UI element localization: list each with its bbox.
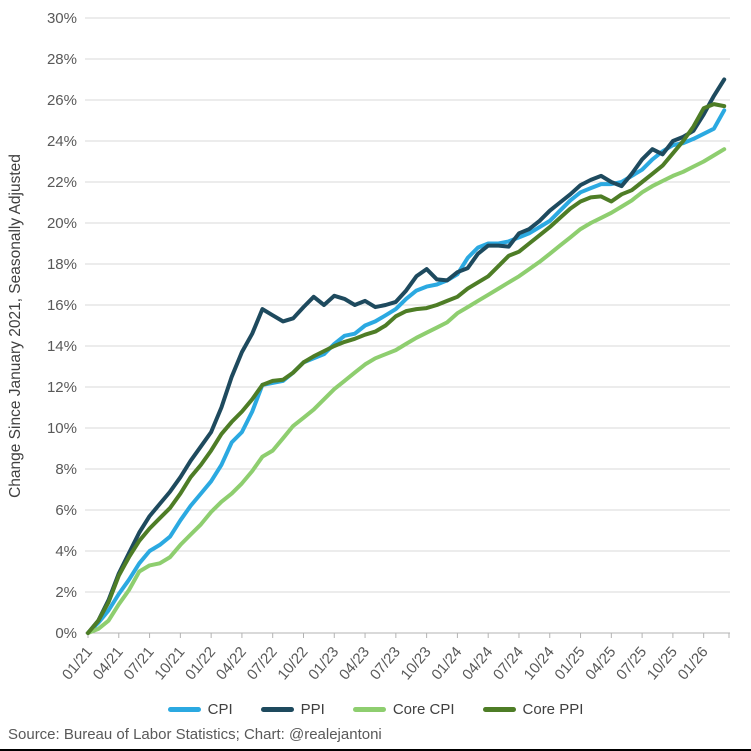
y-tick-label: 26% [47, 92, 77, 109]
x-tick-label: 04/25 [582, 644, 619, 684]
y-tick-label: 30% [47, 10, 77, 27]
y-tick-label: 2% [55, 584, 77, 601]
legend-swatch [167, 707, 201, 712]
legend-item-ppi: PPI [260, 701, 325, 718]
legend-swatch [482, 707, 516, 712]
y-tick-label: 24% [47, 133, 77, 150]
x-tick-label: 10/21 [151, 644, 188, 684]
legend-swatch [260, 707, 294, 712]
y-tick-label: 4% [55, 543, 77, 560]
y-tick-label: 28% [47, 51, 77, 68]
legend-item-core-ppi: Core PPI [482, 701, 584, 718]
source-note: Source: Bureau of Labor Statistics; Char… [8, 726, 382, 743]
y-tick-label: 20% [47, 215, 77, 232]
y-axis-title: Change Since January 2021, Seasonally Ad… [7, 154, 24, 498]
legend-item-cpi: CPI [167, 701, 233, 718]
bottom-border [0, 749, 751, 751]
series-line-core-ppi [86, 102, 727, 635]
series-line-cpi [86, 108, 727, 635]
legend-item-core-cpi: Core CPI [352, 701, 455, 718]
x-tick-label: 07/23 [367, 644, 404, 684]
y-tick-label: 14% [47, 338, 77, 355]
legend-label: CPI [207, 701, 233, 718]
y-tick-label: 10% [47, 420, 77, 437]
x-tick-label: 07/25 [613, 644, 650, 684]
x-tick-label: 04/22 [213, 644, 250, 684]
x-tick-label: 10/25 [644, 644, 681, 684]
y-tick-label: 22% [47, 174, 77, 191]
legend-swatch [352, 707, 386, 712]
y-tick-label: 18% [47, 256, 77, 273]
y-tick-label: 8% [55, 461, 77, 478]
x-tick-label: 07/22 [244, 644, 281, 684]
x-tick-label: 10/24 [521, 644, 558, 684]
x-tick-label: 01/25 [551, 644, 588, 684]
y-tick-label: 16% [47, 297, 77, 314]
x-tick-label: 01/24 [428, 644, 465, 684]
y-tick-label: 0% [55, 625, 77, 642]
y-tick-label: 12% [47, 379, 77, 396]
x-tick-label: 01/21 [59, 644, 96, 684]
x-tick-label: 07/24 [490, 644, 527, 684]
legend-label: Core PPI [522, 701, 584, 718]
y-tick-label: 6% [55, 502, 77, 519]
x-tick-label: 04/23 [336, 644, 373, 684]
series-line-ppi [86, 77, 727, 635]
x-tick-label: 04/24 [459, 644, 496, 684]
legend-label: Core CPI [392, 701, 455, 718]
line-chart: 0% 2% 4% 6% 8% 10% 12% 14% 16% 18% 20% 22% 24% 26% 28%… [47, 10, 730, 684]
x-tick-label: 04/21 [90, 644, 127, 684]
legend: CPI PPI Core CPI Core PPI [0, 701, 751, 718]
x-tick-label: 01/23 [305, 644, 342, 684]
legend-label: PPI [300, 701, 325, 718]
x-tick-label: 07/21 [120, 644, 157, 684]
series-line-core-cpi [86, 147, 727, 635]
x-tick-label: 01/22 [182, 644, 219, 684]
x-tick-label: 10/23 [398, 644, 435, 684]
x-tick-label: 10/22 [274, 644, 311, 684]
x-tick-label: 01/26 [675, 644, 712, 684]
